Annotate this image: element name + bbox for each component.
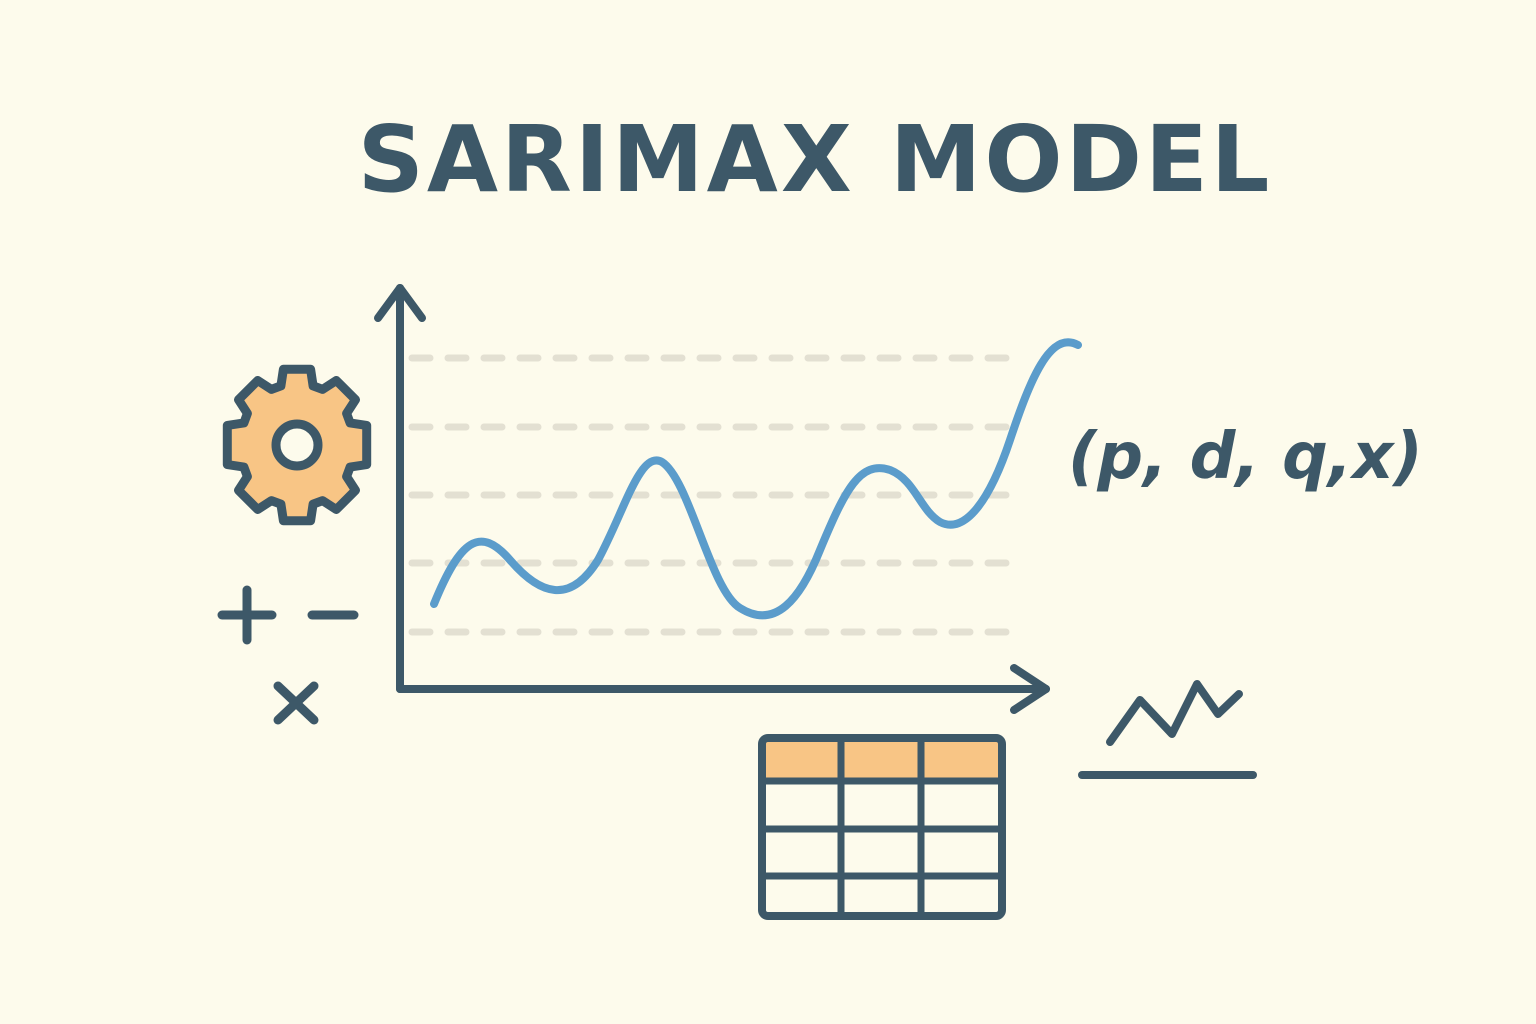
axes — [374, 284, 1050, 714]
model-parameters-label: (p, d, q,x) — [1068, 420, 1423, 494]
table-header-fill — [762, 738, 1002, 780]
table-icon — [758, 734, 1006, 920]
series-line — [430, 338, 1082, 620]
page-title: SARIMAX MODEL — [357, 106, 1273, 213]
gridlines — [408, 354, 1020, 636]
y-axis-arrowhead — [374, 284, 426, 322]
x-axis-arrowhead — [1010, 664, 1050, 714]
gear-icon — [222, 364, 372, 526]
times-icon — [273, 681, 319, 725]
plus-icon — [217, 585, 277, 645]
trend-line-icon — [1078, 680, 1257, 779]
